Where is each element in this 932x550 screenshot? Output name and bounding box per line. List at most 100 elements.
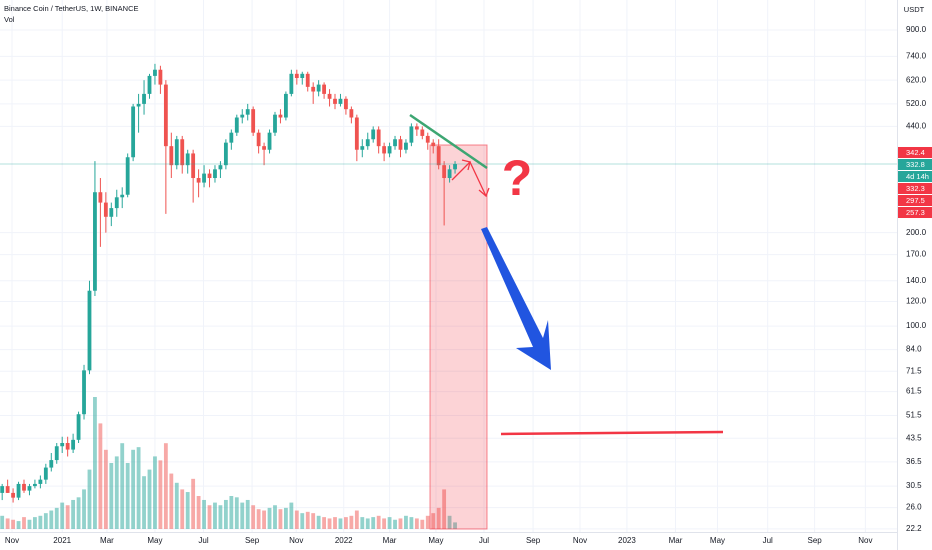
candle-body (180, 139, 185, 166)
candle-body (387, 146, 392, 154)
candle-body (316, 84, 321, 92)
volume-bar (125, 463, 130, 529)
volume-bar (387, 517, 392, 529)
y-tick-label: 900.0 (906, 25, 927, 34)
y-tick-label: 30.5 (906, 481, 922, 490)
candle-body (103, 202, 108, 217)
x-tick-label: May (710, 536, 725, 545)
candle-body (240, 114, 245, 118)
volume-bar (169, 473, 174, 529)
volume-bar (289, 502, 294, 529)
volume-bar (131, 449, 136, 529)
candle-body (27, 486, 32, 491)
volume-bar (349, 515, 354, 529)
price-label: 332.8 (906, 160, 925, 169)
candle-body (16, 483, 21, 498)
candle-body (251, 109, 256, 133)
volume-bar (333, 517, 337, 529)
volume-bar (354, 510, 359, 529)
candle-body (414, 126, 419, 130)
y-tick-label: 170.0 (906, 250, 927, 259)
chart-title: Binance Coin / TetherUS, 1W, BINANCE (4, 4, 139, 13)
volume-bar (120, 443, 125, 529)
volume-bar (163, 443, 168, 529)
price-label-box (898, 195, 932, 206)
candle-body (142, 93, 146, 104)
y-tick-label: 43.5 (906, 433, 922, 442)
x-tick-label: 2023 (618, 536, 636, 545)
x-tick-label: 2021 (53, 536, 71, 545)
candle-body (38, 479, 43, 484)
volume-bar (382, 518, 387, 529)
candle-body (371, 129, 376, 140)
candle-body (223, 142, 228, 166)
volume-bar (311, 513, 316, 529)
candle-body (234, 117, 239, 133)
candle-body (229, 132, 234, 143)
candle-body (136, 103, 141, 107)
volume-bar (414, 518, 419, 529)
volume-bar (278, 509, 283, 529)
price-label-box (898, 159, 932, 170)
price-label: 257.3 (906, 208, 925, 217)
y-tick-label: 61.5 (906, 387, 922, 396)
candle-body (267, 132, 272, 150)
y-tick-label: 51.5 (906, 411, 922, 420)
volume-bar (245, 499, 250, 529)
candle-body (420, 129, 425, 136)
candle-body (398, 139, 403, 150)
volume-bar (442, 489, 447, 529)
volume-bar (174, 482, 179, 529)
volume-bar (60, 502, 65, 529)
candle-body (131, 106, 136, 158)
trend-line (409, 113, 488, 170)
candle-body (453, 164, 457, 170)
volume-bar (27, 519, 32, 529)
volume-bar (234, 497, 239, 529)
volume-bar (158, 460, 163, 529)
volume-bar (49, 510, 54, 529)
volume-bar (16, 521, 21, 529)
candle-body (65, 443, 70, 450)
candle-body (202, 173, 206, 183)
x-tick-label: Sep (807, 536, 822, 545)
candle-body (218, 165, 223, 170)
x-tick-label: Mar (100, 536, 114, 545)
y-tick-label: 740.0 (906, 51, 927, 60)
y-tick-label: 22.2 (906, 524, 922, 533)
volume-label: Vol (4, 15, 15, 24)
volume-bar (0, 515, 5, 529)
range-box (429, 144, 488, 530)
candle-body (158, 69, 163, 85)
volume-bar (409, 517, 414, 529)
x-tick-label: Mar (383, 536, 397, 545)
volume-bar (114, 456, 119, 529)
candle-body (338, 98, 343, 104)
candle-body (43, 467, 48, 480)
volume-bar (82, 489, 86, 529)
candle-body (191, 153, 196, 179)
volume-bar (11, 519, 16, 529)
candle-body (87, 290, 92, 371)
y-tick-label: 140.0 (906, 276, 927, 285)
y-tick-label: 71.5 (906, 366, 922, 375)
volume-bar (54, 507, 59, 529)
candle-body (305, 73, 310, 87)
y-tick-label: 100.0 (906, 321, 927, 330)
red-arrow-head (461, 159, 471, 171)
volume-bar (294, 510, 299, 529)
price-label-box (898, 183, 932, 194)
candle-body (333, 98, 337, 104)
volume-bar (431, 513, 436, 529)
volume-bar (142, 476, 146, 529)
volume-bar (43, 513, 48, 529)
candle-body (22, 483, 26, 491)
candle-layer (0, 63, 897, 503)
candle-body (33, 483, 37, 487)
candle-body (344, 98, 348, 110)
price-label: 4d 14h (906, 172, 929, 181)
candle-body (273, 114, 277, 133)
candle-body (185, 153, 190, 166)
candle-body (256, 132, 261, 147)
volume-bar (33, 517, 37, 529)
